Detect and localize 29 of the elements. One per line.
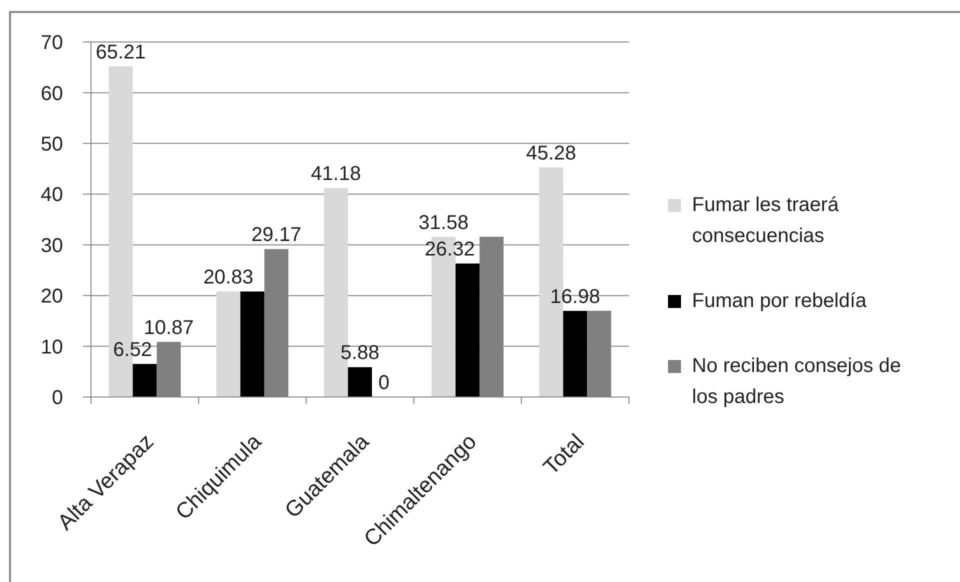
y-tick-label: 0 (52, 387, 63, 410)
legend-label: Fumar les traerá consecuencias (692, 193, 840, 249)
y-tick-label: 40 (40, 184, 63, 206)
data-label: 41.18 (310, 163, 361, 186)
data-label: 31.58 (418, 212, 469, 234)
bar (348, 367, 372, 397)
legend-label: Fuman por rebeldía (692, 289, 868, 314)
bar (456, 264, 480, 397)
bar (132, 364, 157, 397)
y-tick-label: 70 (40, 32, 63, 54)
y-tick-label: 50 (40, 134, 63, 156)
data-label: 65.21 (96, 41, 146, 64)
data-label: 26.32 (424, 238, 475, 261)
data-label: 10.87 (144, 316, 194, 339)
data-label: 20.83 (203, 266, 254, 288)
y-tick-label: 20 (40, 286, 63, 308)
bar (216, 291, 240, 397)
data-label: 6.52 (113, 338, 152, 361)
data-label: 0 (378, 372, 390, 394)
bar (240, 292, 264, 397)
data-label: 16.98 (550, 286, 600, 308)
legend-label: No reciben consejos de los padres (692, 354, 902, 410)
bar (563, 310, 588, 397)
data-label: 29.17 (251, 224, 302, 246)
data-label: 5.88 (340, 342, 380, 364)
y-tick-label: 60 (40, 82, 63, 105)
y-tick-label: 30 (40, 234, 63, 257)
data-label: 45.28 (526, 142, 576, 164)
y-tick-label: 10 (40, 336, 63, 358)
